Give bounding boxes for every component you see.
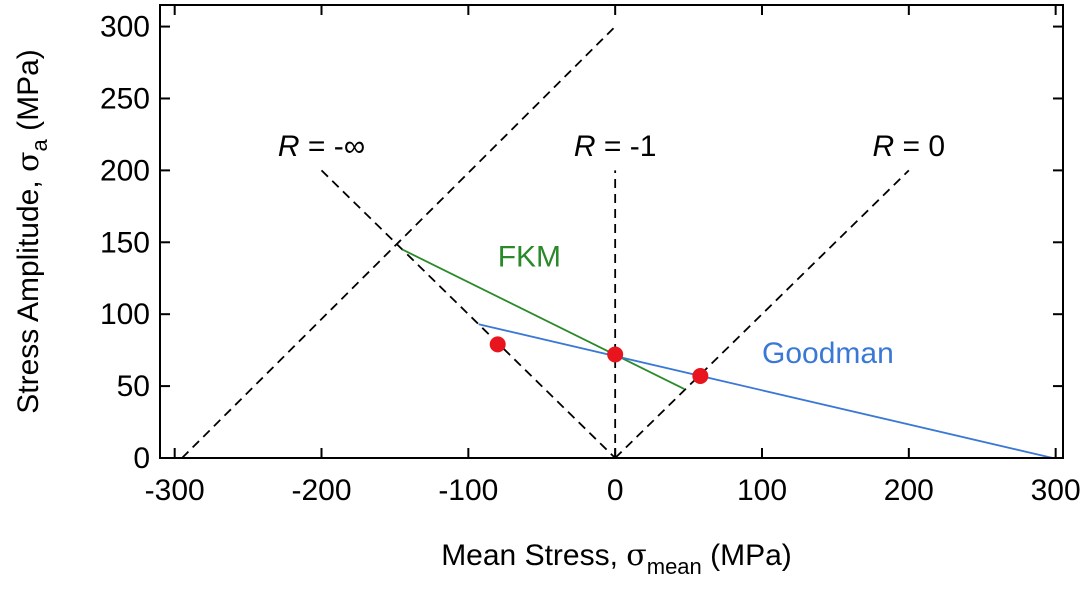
y-axis-title-suffix: (MPa)	[12, 49, 45, 139]
ratio-value: = 0	[894, 130, 945, 163]
reference-lines	[181, 25, 910, 459]
x-axis-ticks: -300 -200 -100 0 100 200 300	[145, 5, 1080, 507]
y-axis-title-symbol: σ	[11, 151, 46, 171]
ratio-variable: R	[873, 130, 895, 163]
reference-line-label: R = 0	[873, 130, 946, 163]
plot-frame	[159, 4, 1064, 459]
y-axis-title: Stress Amplitude, σa (MPa)	[11, 49, 52, 414]
data-point	[692, 368, 709, 385]
reference-line	[320, 169, 616, 459]
series-label-goodman: Goodman	[762, 337, 894, 370]
series-line-fkm	[401, 248, 685, 390]
x-tick-label: -200	[291, 474, 351, 507]
reference-line-label: R = -1	[574, 130, 657, 163]
x-axis-title: Mean Stress, σmean (MPa)	[441, 538, 792, 579]
data-point	[607, 346, 624, 363]
x-axis-title-suffix: (MPa)	[702, 539, 792, 572]
reference-line-label: R = -∞	[278, 130, 365, 163]
x-axis-title-subscript: mean	[647, 554, 702, 579]
y-tick-label: 250	[100, 82, 150, 115]
x-tick-label: -300	[145, 474, 205, 507]
x-tick-label: 300	[1031, 474, 1080, 507]
y-tick-label: 50	[117, 370, 150, 403]
reference-line	[181, 25, 616, 459]
ratio-value: = -∞	[300, 130, 366, 163]
data-point	[489, 336, 506, 353]
x-tick-label: 0	[607, 474, 624, 507]
series-line-goodman	[478, 323, 1053, 459]
x-tick-label: 100	[737, 474, 787, 507]
x-axis-title-prefix: Mean Stress,	[441, 539, 626, 572]
x-tick-label: -100	[438, 474, 498, 507]
data-points	[489, 336, 709, 385]
series-lines	[401, 248, 1053, 459]
x-axis-title-symbol: σ	[626, 538, 646, 573]
y-axis-ticks: 0 50 100 150 200 250 300	[100, 11, 1063, 475]
y-axis-title-prefix: Stress Amplitude,	[12, 172, 45, 414]
reference-line	[614, 169, 910, 459]
y-tick-label: 100	[100, 298, 150, 331]
y-tick-label: 200	[100, 154, 150, 187]
y-tick-label: 300	[100, 11, 150, 44]
ratio-variable: R	[278, 130, 300, 163]
ratio-value: = -1	[596, 130, 657, 163]
y-tick-label: 0	[133, 442, 150, 475]
x-tick-label: 200	[884, 474, 934, 507]
y-tick-label: 150	[100, 226, 150, 259]
ratio-variable: R	[574, 130, 596, 163]
series-label-fkm: FKM	[498, 241, 561, 274]
y-axis-title-subscript: a	[27, 138, 52, 151]
